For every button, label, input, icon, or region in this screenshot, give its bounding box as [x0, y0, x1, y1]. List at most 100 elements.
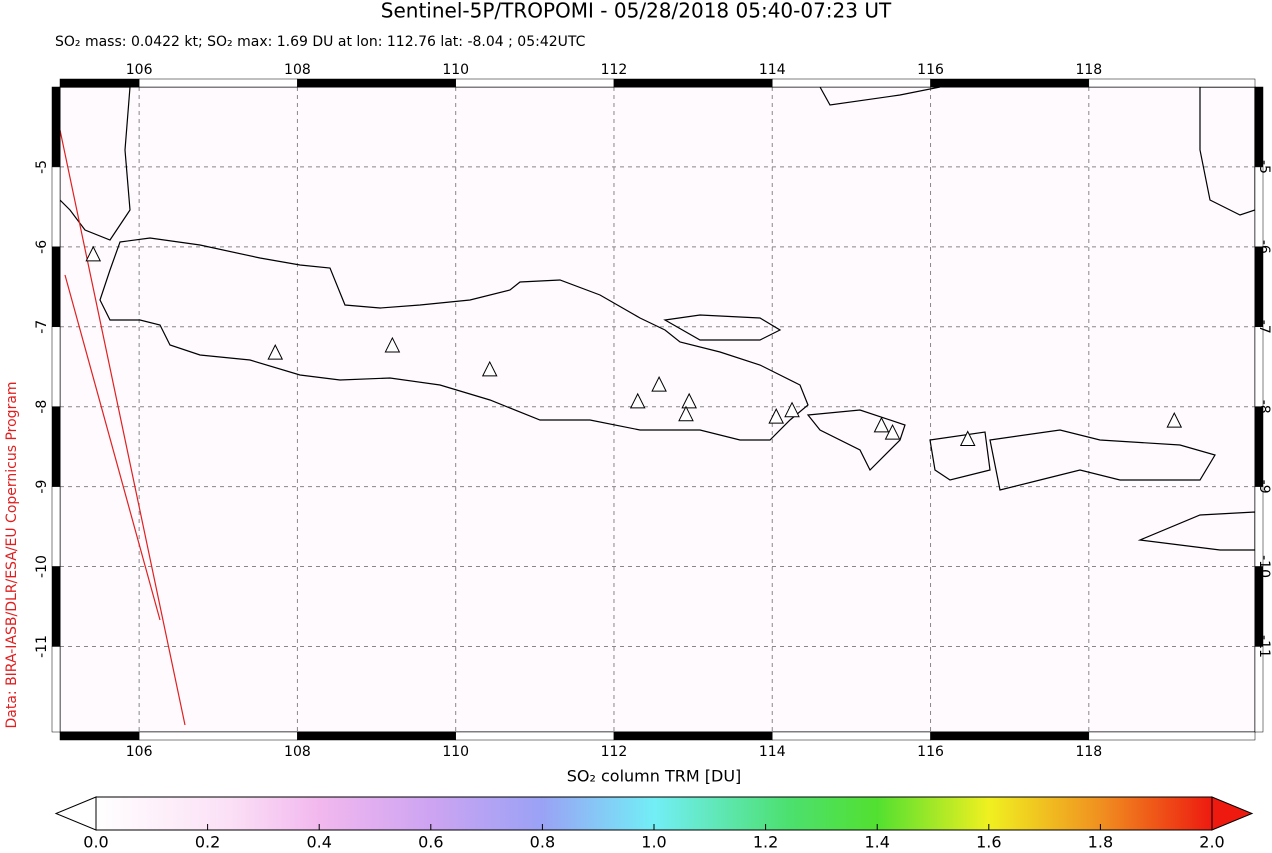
colorbar-tick-label: 0.0 [83, 833, 108, 852]
border-bar [1254, 86, 1264, 168]
x-tick-label: 114 [759, 62, 786, 78]
volcano [959, 430, 976, 446]
border-bar [1254, 406, 1264, 487]
volcano [768, 407, 785, 424]
colorbar-tick-label: 1.4 [864, 833, 889, 852]
border-bar [1088, 731, 1256, 741]
x-tick-label: 110 [442, 62, 469, 78]
colorbar-tick-label: 1.2 [753, 833, 778, 852]
y-tick-label: -10 [1256, 555, 1272, 578]
border-bar [455, 731, 615, 741]
border-bar [772, 78, 931, 88]
volcano [678, 405, 694, 422]
coastline [99, 237, 809, 441]
coastline [663, 314, 782, 341]
x-tick-label: 112 [601, 744, 628, 760]
colorbar-tick-label: 0.2 [195, 833, 220, 852]
border-bar [613, 731, 773, 741]
x-tick-label: 114 [759, 744, 786, 760]
border-bar [1088, 78, 1256, 88]
border-bar [51, 566, 61, 647]
y-tick-label: -11 [34, 635, 50, 658]
colorbar-tick-label: 0.8 [530, 833, 555, 852]
coastline [929, 431, 991, 481]
border-bar [59, 78, 140, 88]
border-bar [613, 78, 773, 88]
border-bar [138, 78, 298, 88]
x-tick-label: 106 [126, 744, 153, 760]
y-tick-label: -6 [34, 240, 50, 254]
x-tick-label: 108 [284, 744, 311, 760]
border-bar [1254, 646, 1264, 733]
volcano [85, 245, 102, 262]
map-background [60, 87, 1255, 732]
y-tick-label: -7 [34, 320, 50, 334]
x-tick-label: 116 [917, 744, 944, 760]
chart-title: Sentinel-5P/TROPOMI - 05/28/2018 05:40-0… [381, 0, 892, 23]
border-bar [51, 486, 61, 567]
volcano [481, 360, 498, 377]
y-tick-label: -7 [1256, 320, 1272, 334]
y-tick-label: -10 [34, 555, 50, 578]
border-bar [930, 78, 1090, 88]
swath-edge [60, 129, 186, 726]
swath-edge [64, 274, 161, 621]
y-tick-label: -8 [1256, 400, 1272, 414]
x-tick-label: 110 [442, 744, 469, 760]
volcano [384, 336, 401, 353]
coastline [819, 87, 941, 106]
border-bar [51, 246, 61, 328]
border-bar [51, 326, 61, 407]
coastline [806, 409, 906, 472]
border-bar [772, 731, 931, 741]
volcano [651, 376, 667, 392]
y-tick-label: -6 [1256, 240, 1272, 254]
colorbar-under [54, 796, 97, 831]
volcano [784, 401, 800, 418]
y-tick-label: -8 [34, 400, 50, 414]
volcano [267, 344, 284, 360]
volcano [873, 416, 890, 433]
coastline [1137, 511, 1255, 551]
colorbar-tick-label: 0.6 [418, 833, 443, 852]
border-bar [138, 731, 298, 741]
border-bar [1254, 166, 1264, 248]
x-tick-label: 108 [284, 62, 311, 78]
border-bar [1254, 246, 1264, 328]
x-tick-label: 116 [917, 62, 944, 78]
colorbar-label: SO₂ column TRM [DU] [567, 767, 742, 786]
y-tick-label: -5 [1256, 160, 1272, 174]
colorbar-tick-label: 0.4 [306, 833, 331, 852]
volcanoes [85, 245, 1183, 446]
volcano [629, 392, 646, 409]
y-tick-label: -9 [1256, 480, 1272, 494]
border-bar [1254, 326, 1264, 407]
volcano [884, 423, 901, 440]
border-bar [455, 78, 615, 88]
border-bar [51, 166, 61, 248]
map-features [60, 87, 1255, 726]
credit: Data: BIRA-IASB/DLR/ESA/EU Copernicus Pr… [4, 381, 20, 728]
colorbar-tick-label: 1.6 [976, 833, 1001, 852]
border-bar [59, 731, 140, 741]
y-tick-label: -5 [34, 160, 50, 174]
colorbar-tick-label: 2.0 [1199, 833, 1224, 852]
map-frame [51, 78, 1264, 741]
border-bar [930, 731, 1090, 741]
border-bar [297, 731, 456, 741]
coastline [60, 87, 131, 241]
colorbar-tick-label: 1.0 [641, 833, 666, 852]
x-tick-label: 118 [1075, 744, 1102, 760]
x-tick-label: 118 [1075, 62, 1102, 78]
border-bar [51, 86, 61, 168]
volcano [1166, 411, 1183, 428]
colorbar-over [1211, 796, 1254, 831]
border-bar [51, 406, 61, 487]
border-bar [51, 646, 61, 733]
colorbar-tick-label: 1.8 [1088, 833, 1113, 852]
chart-subtitle: SO₂ mass: 0.0422 kt; SO₂ max: 1.69 DU at… [55, 34, 586, 50]
x-tick-label: 106 [126, 62, 153, 78]
y-tick-label: -9 [34, 480, 50, 494]
coastline [1199, 87, 1255, 216]
